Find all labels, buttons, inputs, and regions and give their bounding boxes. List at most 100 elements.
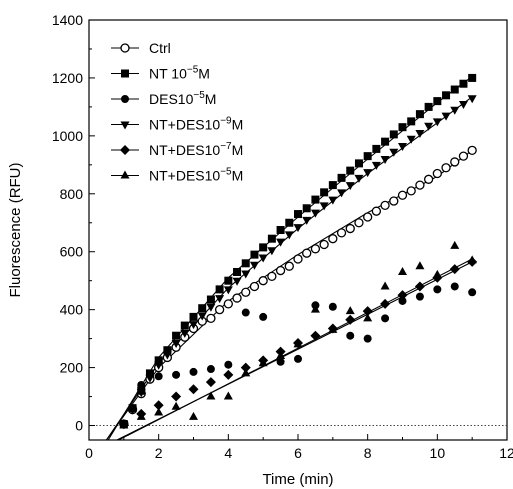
data-point-series-2 <box>189 312 198 321</box>
data-point-series-2 <box>206 295 215 304</box>
data-point-series-3 <box>172 370 181 379</box>
data-point-series-5 <box>414 281 425 292</box>
data-point-series-4 <box>458 101 468 109</box>
data-point-series-2 <box>363 152 372 161</box>
data-point-series-5 <box>310 330 321 341</box>
legend-label: NT+DES10−5M <box>149 167 243 184</box>
data-point-series-6 <box>467 255 477 264</box>
data-point-series-1 <box>284 261 294 271</box>
data-point-series-4 <box>215 295 225 304</box>
data-point-series-3 <box>363 334 372 343</box>
data-point-series-6 <box>293 339 303 348</box>
data-point-series-5 <box>380 298 391 309</box>
data-point-series-1 <box>354 218 364 228</box>
data-point-series-1 <box>267 271 277 281</box>
data-point-series-4 <box>450 106 460 115</box>
data-point-series-2 <box>250 250 259 259</box>
data-point-series-1 <box>363 212 373 222</box>
data-point-series-5 <box>223 369 234 380</box>
data-point-series-2 <box>259 243 268 252</box>
data-point-series-4 <box>206 303 216 312</box>
data-point-series-2 <box>389 130 398 139</box>
data-point-series-2 <box>337 173 346 182</box>
data-point-series-4 <box>223 286 233 295</box>
data-point-series-5 <box>153 400 164 411</box>
data-point-series-3 <box>276 357 285 366</box>
data-point-series-2 <box>145 369 154 378</box>
data-point-series-4 <box>136 389 146 398</box>
x-tick-label: 10 <box>430 445 446 461</box>
data-point-series-2 <box>311 195 320 204</box>
data-point-series-2 <box>172 331 181 340</box>
data-point-series-3 <box>189 367 198 376</box>
data-point-series-4 <box>310 209 320 218</box>
data-point-series-1 <box>258 276 268 286</box>
data-point-series-5 <box>240 362 251 373</box>
data-point-series-6 <box>206 391 216 400</box>
data-point-series-4 <box>441 112 451 121</box>
data-point-series-4 <box>398 143 407 151</box>
data-point-series-3 <box>259 312 268 321</box>
data-point-series-1 <box>415 180 425 190</box>
data-point-series-2 <box>372 144 381 153</box>
y-tick-label: 1400 <box>52 12 83 28</box>
data-point-series-1 <box>241 287 251 297</box>
data-point-series-1 <box>275 265 286 276</box>
data-point-series-4 <box>328 196 338 205</box>
x-axis-label: Time (min) <box>262 471 333 488</box>
data-point-series-6 <box>310 304 320 313</box>
data-point-series-2 <box>398 123 407 132</box>
data-point-series-5 <box>397 290 408 301</box>
data-point-series-4 <box>337 189 347 198</box>
x-tick-label: 0 <box>85 445 93 461</box>
data-point-series-6 <box>363 313 373 322</box>
legend-label: NT+DES10−9M <box>149 116 243 133</box>
y-tick-label: 1000 <box>52 128 83 144</box>
legend-marker <box>121 95 129 103</box>
data-point-series-1 <box>206 313 216 323</box>
legend-label: DES10−5M <box>149 90 216 107</box>
data-point-series-4 <box>197 312 207 321</box>
data-point-series-6 <box>415 261 425 270</box>
data-point-series-3 <box>346 331 355 340</box>
data-point-series-4 <box>371 161 381 170</box>
data-point-series-1 <box>458 151 469 161</box>
data-point-series-4 <box>302 216 312 225</box>
data-point-series-1 <box>249 281 260 292</box>
data-point-series-6 <box>432 269 442 278</box>
data-point-series-3 <box>137 380 146 389</box>
data-point-series-4 <box>249 261 259 270</box>
data-point-series-2 <box>450 85 459 94</box>
data-point-series-3 <box>415 292 424 301</box>
data-point-series-1 <box>302 248 312 258</box>
legend-marker <box>120 43 130 53</box>
data-point-series-6 <box>276 351 286 359</box>
data-point-series-6 <box>450 240 460 249</box>
data-point-series-1 <box>389 196 399 206</box>
data-point-series-5 <box>205 377 216 388</box>
data-point-series-4 <box>171 339 181 348</box>
data-point-series-3 <box>241 308 250 317</box>
data-point-series-1 <box>336 228 347 238</box>
data-point-series-2 <box>354 159 363 168</box>
data-point-series-2 <box>415 110 424 119</box>
data-point-series-3 <box>398 296 407 305</box>
y-tick-label: 600 <box>60 244 84 260</box>
data-point-series-2 <box>320 188 329 197</box>
data-point-series-5 <box>345 314 356 325</box>
data-point-series-3 <box>328 302 337 311</box>
data-point-series-6 <box>154 407 164 416</box>
data-point-series-1 <box>432 168 442 179</box>
data-point-series-4 <box>276 238 286 247</box>
legend-label: NT 10−5M <box>149 65 210 82</box>
data-point-series-2 <box>215 285 224 294</box>
data-point-series-1 <box>450 157 460 167</box>
data-point-series-6 <box>136 411 146 420</box>
data-point-series-2 <box>163 346 172 355</box>
data-point-series-4 <box>232 277 242 286</box>
data-point-series-2 <box>276 226 285 234</box>
data-point-series-1 <box>441 163 451 173</box>
x-tick-label: 8 <box>364 445 372 461</box>
data-point-series-1 <box>214 305 225 315</box>
